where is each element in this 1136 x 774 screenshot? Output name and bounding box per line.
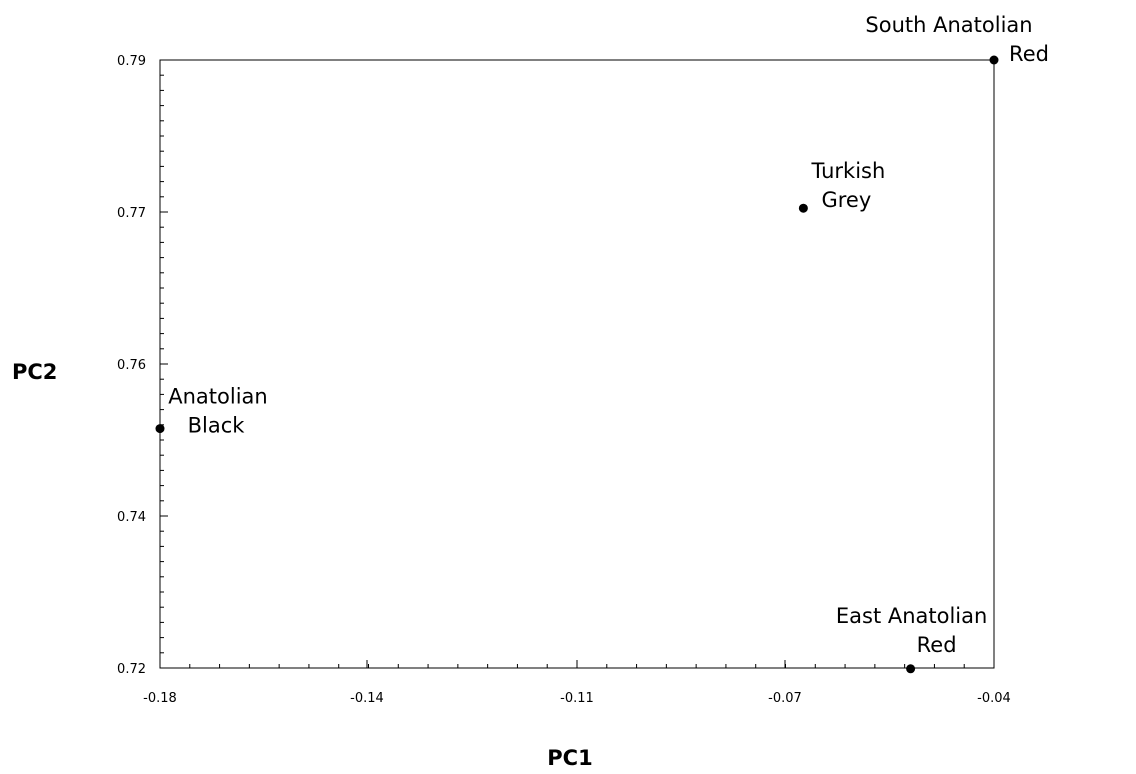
y-tick-label: 0.79 bbox=[117, 54, 146, 69]
y-tick-label: 0.72 bbox=[117, 662, 146, 677]
point-label-line: Anatolian bbox=[168, 385, 267, 409]
point-label: South Anatolian Red bbox=[865, 13, 1049, 66]
data-point bbox=[906, 664, 916, 674]
point-label: East Anatolian Red bbox=[836, 604, 987, 657]
point-label-line: Red bbox=[917, 633, 957, 657]
x-tick-label: -0.18 bbox=[143, 691, 177, 706]
point-label-line: East Anatolian bbox=[836, 604, 987, 628]
plot-area bbox=[159, 59, 995, 669]
data-point bbox=[798, 203, 808, 213]
point-label-line: South Anatolian bbox=[865, 13, 1032, 37]
x-tick-label: -0.07 bbox=[768, 691, 802, 706]
point-label: Turkish Grey bbox=[810, 159, 885, 212]
point-label-line: Grey bbox=[821, 188, 871, 212]
data-point bbox=[155, 424, 165, 434]
plot-border bbox=[159, 59, 995, 669]
x-tick-label: -0.11 bbox=[560, 691, 594, 706]
x-axis: -0.18 -0.14 -0.11 -0.07 -0.04 bbox=[143, 660, 1011, 706]
y-axis-title: PC2 bbox=[12, 360, 57, 384]
y-tick-label: 0.74 bbox=[117, 510, 146, 525]
point-label-line: Turkish bbox=[810, 159, 885, 183]
y-axis: 0.72 0.74 0.76 0.77 0.79 bbox=[117, 54, 168, 677]
point-label: Anatolian Black bbox=[168, 385, 267, 438]
x-axis-title: PC1 bbox=[547, 746, 592, 770]
x-tick-label: -0.04 bbox=[977, 691, 1011, 706]
point-label-line: Red bbox=[1009, 42, 1049, 66]
x-tick-label: -0.14 bbox=[350, 691, 384, 706]
y-tick-label: 0.77 bbox=[117, 206, 146, 221]
point-label-line: Black bbox=[188, 414, 246, 438]
y-tick-label: 0.76 bbox=[117, 358, 146, 373]
data-points: South Anatolian Red Turkish Grey Anatolian Bl… bbox=[155, 13, 1049, 674]
data-point bbox=[989, 55, 999, 65]
